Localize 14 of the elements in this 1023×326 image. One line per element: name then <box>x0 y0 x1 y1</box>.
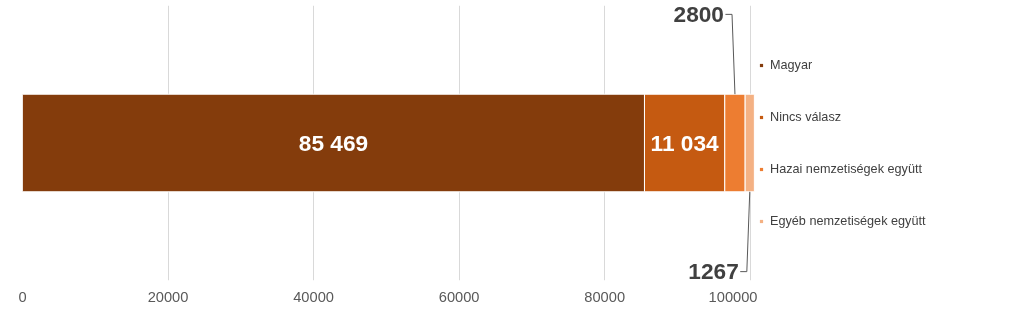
x-tick-label: 80000 <box>584 288 626 305</box>
data-label: 2800 <box>673 0 724 27</box>
data-label: 85 469 <box>298 130 369 156</box>
data-label: 1267 <box>688 258 739 285</box>
x-tick-label: 40000 <box>293 288 334 305</box>
x-tick-label: 100000 <box>708 288 758 305</box>
x-tick-label: 60000 <box>438 288 480 305</box>
x-tick-label: 20000 <box>147 288 189 305</box>
legend-label: Hazai nemzetiségek együtt <box>770 161 922 176</box>
data-label: 11 034 <box>650 130 720 156</box>
x-tick-label: 0 <box>18 288 27 305</box>
legend-label: Nincs válasz <box>770 109 842 124</box>
legend-label: Magyar <box>770 57 813 72</box>
legend-label: Egyéb nemzetiségek együtt <box>770 213 926 228</box>
